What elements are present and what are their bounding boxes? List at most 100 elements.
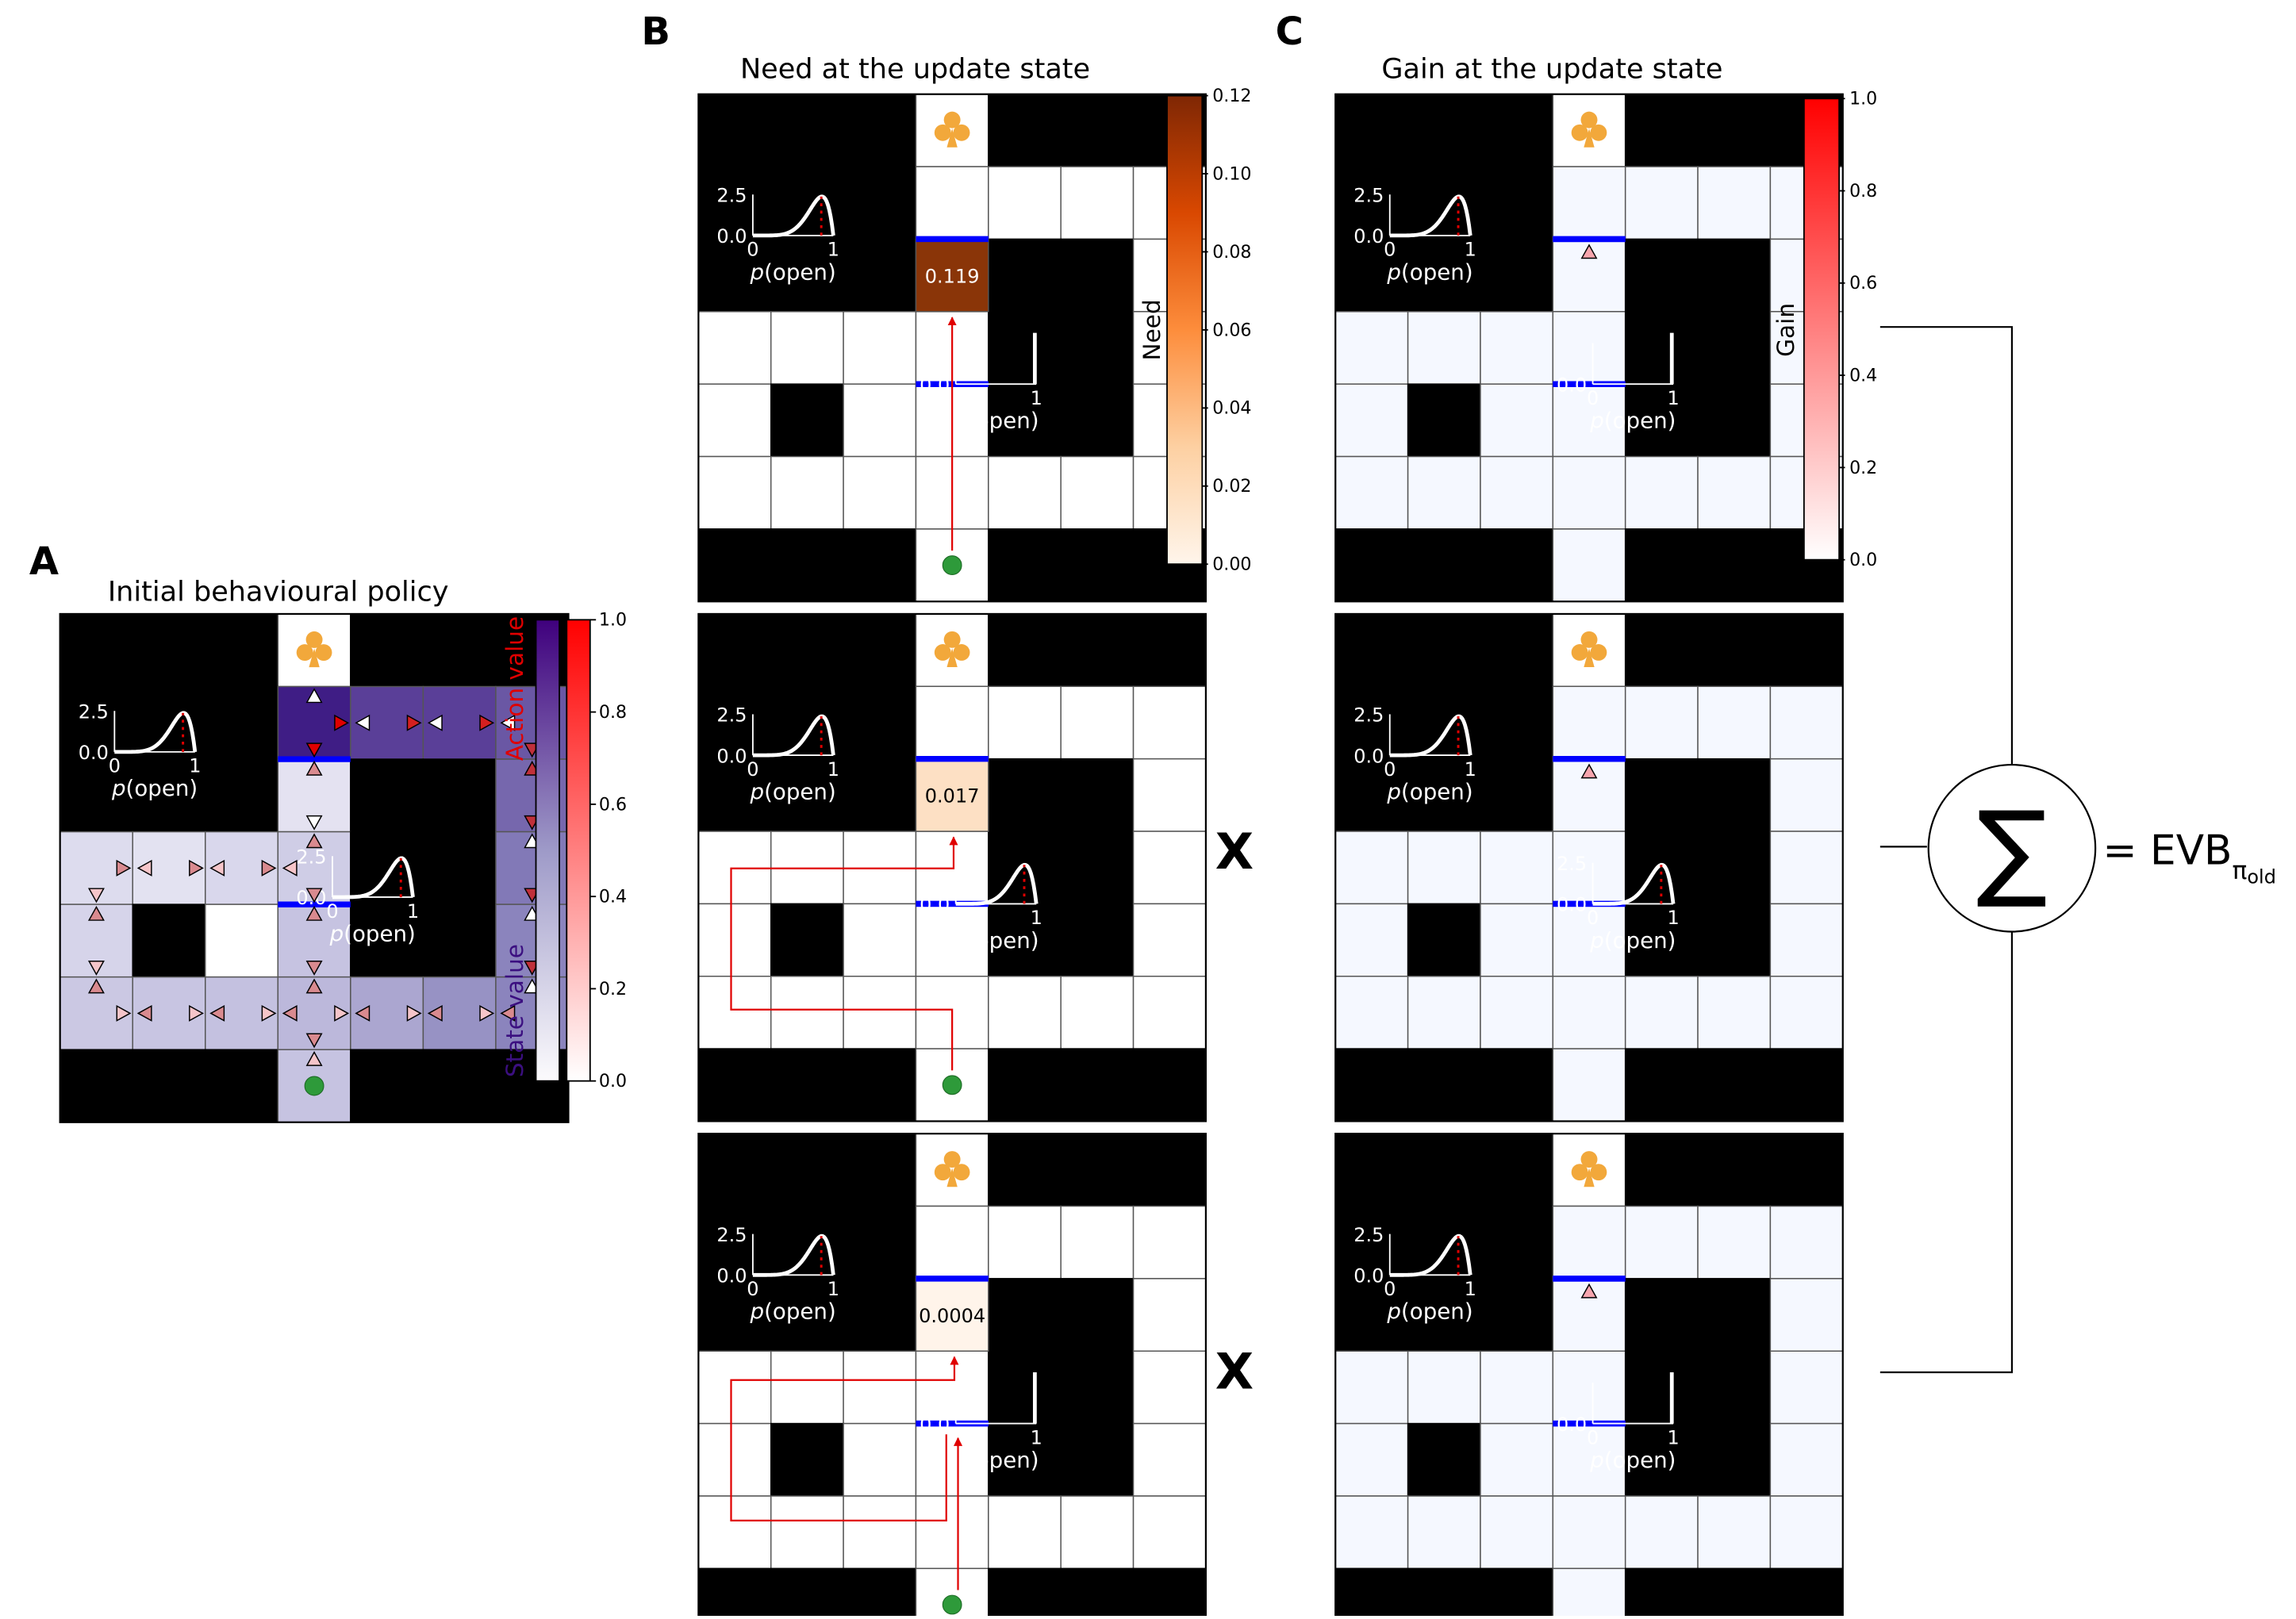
maze-cell xyxy=(1060,758,1135,832)
maze-cell xyxy=(1697,311,1772,385)
inset-x-tick-one: 1 xyxy=(189,755,201,777)
inset-x-label-p: p xyxy=(1589,927,1604,953)
maze-cell xyxy=(988,903,1062,977)
maze-cell xyxy=(1334,831,1409,905)
colorbar-gain-ticks: 1.0 0.8 0.6 0.4 0.2 0.0 xyxy=(1839,89,1877,570)
maze-cell xyxy=(1132,903,1207,977)
maze-cell xyxy=(1060,1205,1135,1279)
maze-cell xyxy=(1624,613,1699,688)
inset-x-label-p: p xyxy=(750,259,765,285)
inset-y-tick-top: 2.5 xyxy=(1557,853,1587,875)
maze-cell xyxy=(1624,1567,1699,1619)
inset-x-label-rest: (open) xyxy=(1604,408,1676,434)
maze-cell xyxy=(843,1350,917,1425)
start-dot-icon xyxy=(304,1076,324,1096)
maze-cell xyxy=(1060,94,1135,167)
maze-cell xyxy=(770,528,844,602)
policy-arrow-down xyxy=(87,888,105,903)
inset-density-curve xyxy=(332,856,415,900)
maze-cell xyxy=(770,1048,844,1122)
maze-cell xyxy=(843,1133,917,1207)
maze-cell xyxy=(988,758,1062,832)
maze-cell xyxy=(1480,311,1554,385)
maze-cell xyxy=(988,311,1062,385)
maze-cell xyxy=(770,976,844,1049)
belief-inset-plot: 2.50.00 1p(open) xyxy=(79,700,202,801)
inset-x-label-p: p xyxy=(952,927,967,953)
inset-density-curve xyxy=(752,1233,835,1277)
maze-cell xyxy=(915,166,989,240)
start-dot-icon xyxy=(942,555,962,576)
maze-cell xyxy=(1132,758,1207,832)
colorbar-tick-label: 0.08 xyxy=(1212,242,1251,263)
maze-cell xyxy=(1060,831,1135,905)
colorbar-tick-label: 0.06 xyxy=(1212,320,1251,340)
maze-cell xyxy=(843,1278,917,1352)
maze-cell xyxy=(205,685,279,760)
policy-arrow-up xyxy=(305,905,323,921)
policy-arrow-right xyxy=(189,1004,204,1022)
colorbar-tick-label: 0.2 xyxy=(1849,458,1877,478)
maze-cell xyxy=(1697,528,1772,602)
maze-cell xyxy=(843,903,917,977)
inset-x-tick-one: 1 xyxy=(1465,758,1476,781)
inset-y-tick-top: 2.5 xyxy=(296,846,326,869)
maze-cell xyxy=(1480,758,1554,832)
club-icon xyxy=(1571,631,1607,668)
club-icon xyxy=(934,111,970,148)
inset-x-tick-zero: 0 xyxy=(1384,1278,1396,1300)
maze-cell xyxy=(1769,1278,1844,1352)
inset-x-tick-zero: 0 xyxy=(109,755,121,777)
inset-y-tick-top: 2.5 xyxy=(79,700,109,723)
belief-inset-plot: 0.00 1p(open) xyxy=(1557,332,1680,434)
inset-y-tick-zero: 0.0 xyxy=(920,374,950,396)
maze-cell xyxy=(1552,1422,1626,1497)
maze-cell xyxy=(205,758,279,833)
maze-cell xyxy=(843,1422,917,1497)
maze-cell xyxy=(843,685,917,760)
maze-cell xyxy=(1769,1205,1844,1279)
sum-bracket xyxy=(1879,326,2014,1374)
inset-y-tick-top: 2.5 xyxy=(716,704,747,727)
inset-x-tick-one: 1 xyxy=(1667,387,1679,409)
policy-arrow-right xyxy=(334,714,350,731)
maze-cell xyxy=(697,1205,772,1279)
maze-cell xyxy=(843,613,917,688)
inset-x-tick-zero: 0 xyxy=(1384,239,1396,261)
maze-cell xyxy=(1060,1048,1135,1122)
maze-cell xyxy=(1060,685,1135,760)
maze-cell xyxy=(1132,1205,1207,1279)
maze-cell xyxy=(988,455,1062,530)
maze-cell xyxy=(1334,1133,1409,1207)
inset-y-tick-top: 2.5 xyxy=(1353,1224,1384,1246)
policy-arrow-up xyxy=(87,905,105,921)
inset-x-label: p(open) xyxy=(1386,259,1472,285)
inset-x-tick-one: 1 xyxy=(1667,907,1679,929)
maze-cell xyxy=(1624,1048,1699,1122)
policy-arrow-left xyxy=(500,714,516,731)
maze-cell xyxy=(1769,1133,1844,1207)
club-icon xyxy=(296,631,332,668)
inset-x-label-rest: (open) xyxy=(1604,927,1676,953)
colorbar-need-bar xyxy=(1166,94,1204,566)
maze-cell xyxy=(1060,1495,1135,1570)
maze-cell xyxy=(843,166,917,240)
maze-cell xyxy=(1334,528,1409,602)
maze-cell xyxy=(1407,1133,1481,1207)
maze-cell xyxy=(697,528,772,602)
inset-x-label-rest: (open) xyxy=(1401,1299,1473,1325)
maze-cell xyxy=(1132,1350,1207,1425)
maze-cell xyxy=(1624,1278,1699,1352)
policy-arrow-up xyxy=(1580,1283,1598,1299)
maze-cell xyxy=(1624,1495,1699,1570)
maze-cell xyxy=(1060,238,1135,313)
maze-cell xyxy=(697,94,772,167)
maze-cell xyxy=(205,613,279,688)
maze-cell xyxy=(697,613,772,688)
maze-cell xyxy=(1132,831,1207,905)
inset-y-tick-top: 2.5 xyxy=(920,853,950,875)
policy-arrow-right xyxy=(189,859,204,877)
maze-cell xyxy=(1697,1422,1772,1497)
maze-cell xyxy=(1407,976,1481,1049)
